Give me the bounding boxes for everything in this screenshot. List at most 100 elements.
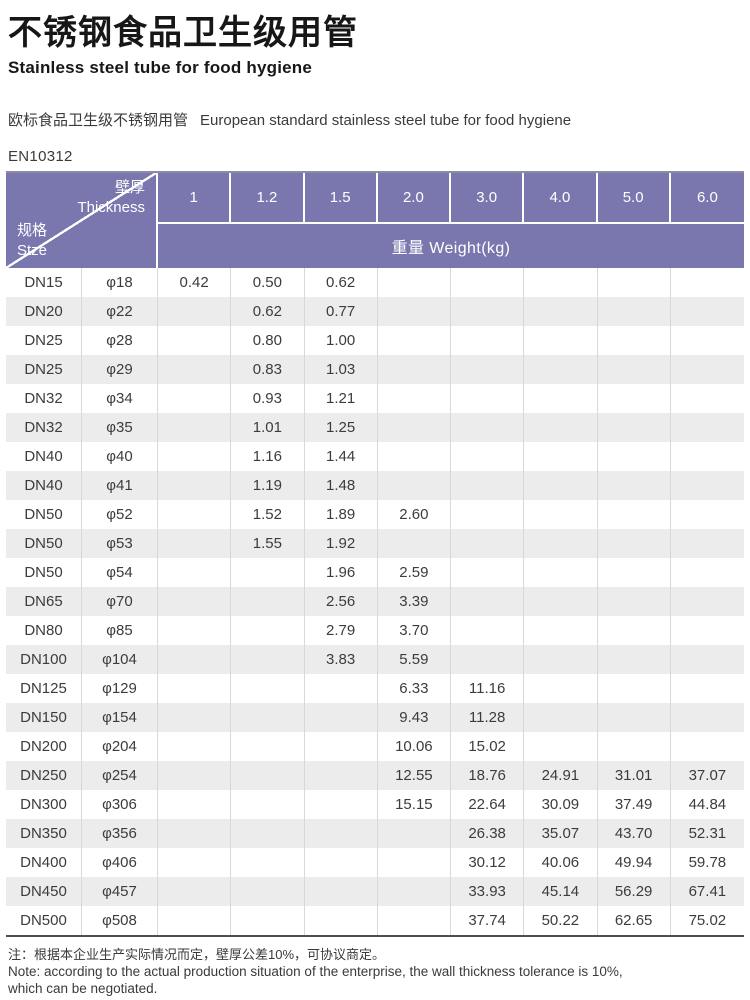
weight-cell bbox=[378, 297, 451, 327]
table-row: DN300 φ306 15.15 22.64 30.09 37.49 44.84 bbox=[6, 790, 744, 820]
table-row: DN80 φ85 2.79 3.70 bbox=[6, 616, 744, 646]
spec-dn-cell: DN250 bbox=[6, 761, 82, 791]
weight-cell bbox=[451, 355, 525, 385]
table-body: DN15 φ18 0.42 0.50 0.62 DN20 φ22 0.62 0.77 DN25 φ2… bbox=[6, 268, 744, 936]
weight-cell bbox=[451, 326, 525, 356]
weight-cell bbox=[158, 645, 232, 675]
weight-cell: 9.43 bbox=[378, 703, 451, 733]
weight-cell bbox=[598, 529, 671, 559]
weight-cell bbox=[451, 413, 525, 443]
table-row: DN250 φ254 12.55 18.76 24.91 31.01 37.07 bbox=[6, 761, 744, 791]
weight-cell bbox=[598, 355, 671, 385]
weight-cell: 62.65 bbox=[598, 906, 671, 936]
weight-cell: 1.25 bbox=[305, 413, 378, 443]
weight-cell bbox=[524, 326, 598, 356]
spec-dn-cell: DN20 bbox=[6, 297, 82, 327]
spec-diameter-cell: φ457 bbox=[82, 877, 158, 907]
weight-cell bbox=[158, 761, 232, 791]
weight-cell: 6.33 bbox=[378, 674, 451, 704]
corner-size-label: 规格 Stze bbox=[17, 221, 47, 262]
weight-cell: 1.19 bbox=[231, 471, 305, 501]
weight-cell bbox=[524, 587, 598, 617]
weight-cell bbox=[158, 326, 232, 356]
spec-diameter-cell: φ35 bbox=[82, 413, 158, 443]
spec-dn-cell: DN50 bbox=[6, 529, 82, 559]
thickness-col-header: 1.5 bbox=[304, 173, 378, 225]
spec-dn-cell: DN300 bbox=[6, 790, 82, 820]
weight-cell bbox=[451, 268, 525, 298]
weight-cell: 33.93 bbox=[451, 877, 525, 907]
weight-cell bbox=[305, 761, 378, 791]
weight-cell: 3.39 bbox=[378, 587, 451, 617]
weight-cell: 43.70 bbox=[598, 819, 671, 849]
table-row: DN25 φ28 0.80 1.00 bbox=[6, 326, 744, 356]
spec-diameter-cell: φ28 bbox=[82, 326, 158, 356]
weight-cell bbox=[231, 877, 305, 907]
weight-cell bbox=[524, 471, 598, 501]
weight-cell bbox=[598, 268, 671, 298]
weight-cell bbox=[158, 442, 232, 472]
weight-cell bbox=[305, 877, 378, 907]
weight-cell: 1.00 bbox=[305, 326, 378, 356]
spec-dn-cell: DN80 bbox=[6, 616, 82, 646]
weight-cell bbox=[231, 848, 305, 878]
weight-cell: 3.83 bbox=[305, 645, 378, 675]
weight-cell: 37.74 bbox=[451, 906, 525, 936]
weight-cell: 49.94 bbox=[598, 848, 671, 878]
weight-cell: 15.02 bbox=[451, 732, 525, 762]
weight-cell: 45.14 bbox=[524, 877, 598, 907]
weight-cell bbox=[378, 268, 451, 298]
thickness-col-header: 1 bbox=[158, 173, 232, 225]
weight-cell bbox=[524, 616, 598, 646]
weight-cell bbox=[524, 674, 598, 704]
weight-cell bbox=[671, 587, 744, 616]
spec-diameter-cell: φ129 bbox=[82, 674, 158, 704]
spec-diameter-cell: φ34 bbox=[82, 384, 158, 414]
weight-cell bbox=[524, 703, 598, 733]
spec-diameter-cell: φ52 bbox=[82, 500, 158, 530]
weight-cell: 0.80 bbox=[231, 326, 305, 356]
weight-cell: 0.93 bbox=[231, 384, 305, 414]
table-row: DN200 φ204 10.06 15.02 bbox=[6, 732, 744, 762]
weight-cell: 44.84 bbox=[688, 796, 727, 814]
table-row: DN15 φ18 0.42 0.50 0.62 bbox=[6, 268, 744, 298]
weight-cell bbox=[231, 906, 305, 936]
corner-size-en: Stze bbox=[17, 241, 48, 259]
weight-cell bbox=[158, 819, 232, 849]
weight-cell bbox=[451, 529, 525, 559]
weight-cell bbox=[158, 732, 232, 762]
weight-cell bbox=[158, 355, 232, 385]
weight-cell bbox=[305, 674, 378, 704]
weight-cell bbox=[305, 732, 378, 762]
weight-cell: 22.64 bbox=[451, 790, 525, 820]
weight-cell bbox=[158, 529, 232, 559]
weight-cell bbox=[378, 529, 451, 559]
spec-dn-cell: DN50 bbox=[6, 500, 82, 530]
weight-cell bbox=[598, 471, 671, 501]
weight-cell: 15.15 bbox=[378, 790, 451, 820]
weight-cell bbox=[598, 703, 671, 733]
spec-dn-cell: DN200 bbox=[6, 732, 82, 762]
weight-cell bbox=[378, 384, 451, 414]
weight-cell bbox=[305, 848, 378, 878]
note-en-line1: Note: according to the actual production… bbox=[8, 964, 623, 980]
weight-cell bbox=[158, 384, 232, 414]
weight-cell: 31.01 bbox=[598, 761, 671, 791]
weight-cell bbox=[231, 587, 305, 617]
weight-cell bbox=[231, 819, 305, 849]
weight-cell: 18.76 bbox=[451, 761, 525, 791]
weight-cell: 50.22 bbox=[524, 906, 598, 936]
spec-dn-cell: DN150 bbox=[6, 703, 82, 733]
spec-diameter-cell: φ54 bbox=[82, 558, 158, 588]
weight-cell bbox=[451, 442, 525, 472]
weight-cell bbox=[231, 703, 305, 733]
weight-cell bbox=[378, 877, 451, 907]
table-row: DN32 φ35 1.01 1.25 bbox=[6, 413, 744, 443]
weight-cell bbox=[231, 761, 305, 791]
weight-cell: 35.07 bbox=[524, 819, 598, 849]
weight-cell bbox=[598, 674, 671, 704]
weight-cell bbox=[378, 848, 451, 878]
table-row: DN100 φ104 3.83 5.59 bbox=[6, 645, 744, 675]
weight-cell bbox=[598, 413, 671, 443]
weight-cell: 1.48 bbox=[305, 471, 378, 501]
